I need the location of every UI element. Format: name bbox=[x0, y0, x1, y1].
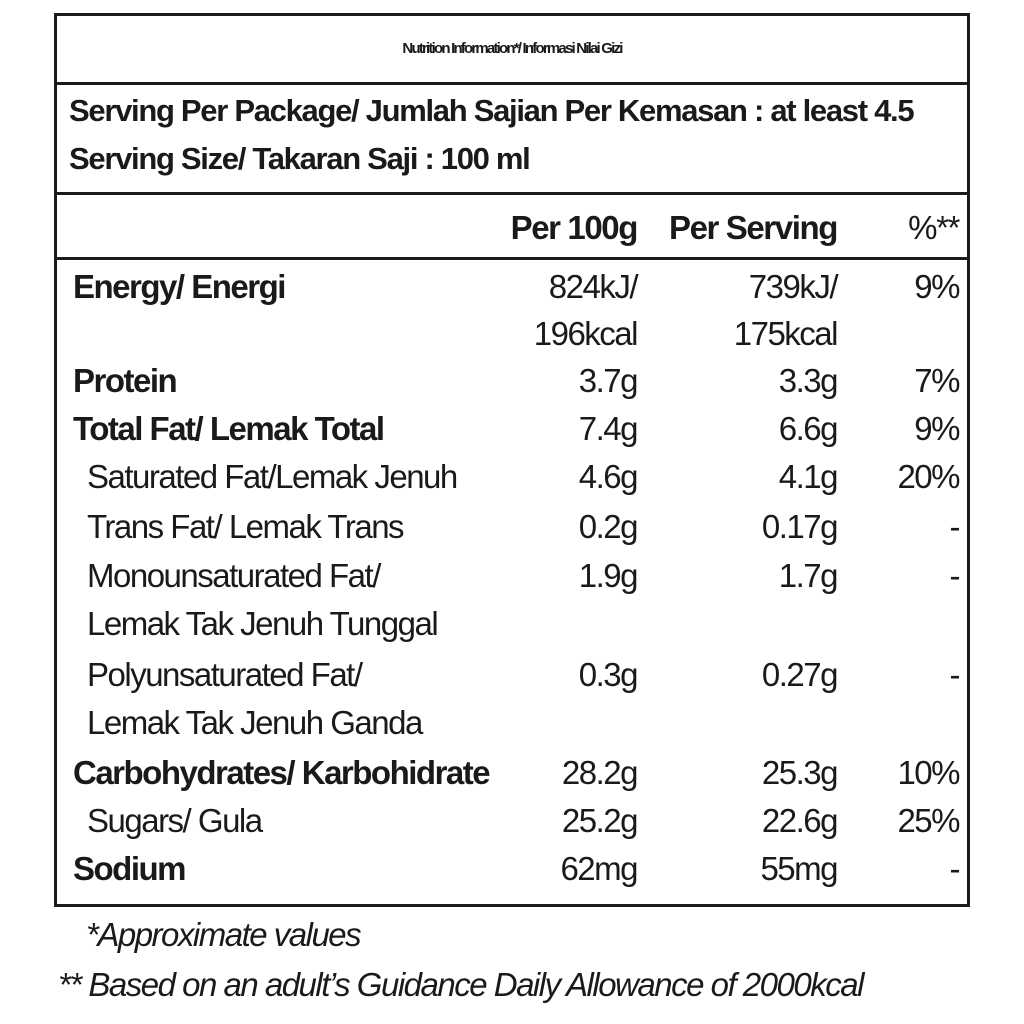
footnote-gda: ** Based on an adult’s Guidance Daily Al… bbox=[58, 966, 864, 1003]
footnote-approximate-values: *Approximate values bbox=[86, 916, 362, 953]
nutrient-label: Polyunsaturated Fat/ bbox=[87, 656, 363, 693]
value-percent: 25% bbox=[897, 802, 960, 839]
value-percent: - bbox=[949, 656, 961, 693]
value-per-100g: 7.4g bbox=[578, 410, 639, 447]
nutrient-label: Carbohydrates/ Karbohidrate bbox=[73, 754, 491, 791]
nutrient-label: Total Fat/ Lemak Total bbox=[73, 410, 385, 447]
nutrient-label-line2: Lemak Tak Jenuh Ganda bbox=[87, 704, 423, 741]
value-per-serving: 1.7g bbox=[778, 557, 839, 594]
column-header-per-100g: Per 100g bbox=[510, 209, 639, 246]
value-per-serving: 0.17g bbox=[761, 508, 839, 545]
nutrient-label: Protein bbox=[73, 362, 178, 399]
servings-per-package: Serving Per Package/ Jumlah Sajian Per K… bbox=[69, 93, 915, 128]
value-per-100g: 0.3g bbox=[578, 656, 639, 693]
value-per-serving-line2: 175kcal bbox=[733, 315, 839, 352]
value-percent: 9% bbox=[914, 410, 960, 447]
value-percent: - bbox=[949, 557, 961, 594]
value-per-serving: 4.1g bbox=[778, 458, 839, 495]
value-percent: 20% bbox=[897, 458, 960, 495]
value-per-100g: 1.9g bbox=[578, 557, 639, 594]
nutrient-label: Monounsaturated Fat/ bbox=[87, 557, 381, 594]
value-per-serving: 25.3g bbox=[761, 754, 839, 791]
nutrient-label: Saturated Fat/Lemak Jenuh bbox=[87, 458, 458, 495]
value-per-serving: 55mg bbox=[760, 850, 838, 887]
serving-size: Serving Size/ Takaran Saji : 100 ml bbox=[69, 141, 531, 176]
value-per-100g: 3.7g bbox=[578, 362, 639, 399]
value-per-serving: 0.27g bbox=[761, 656, 839, 693]
column-header-per-serving: Per Serving bbox=[668, 209, 838, 246]
value-percent: 10% bbox=[897, 754, 960, 791]
column-header-percent: %** bbox=[908, 209, 960, 246]
value-percent: 9% bbox=[914, 268, 960, 305]
serving-info: Serving Per Package/ Jumlah Sajian Per K… bbox=[57, 85, 967, 195]
nutrient-label: Sugars/ Gula bbox=[87, 802, 263, 839]
value-per-serving: 739kJ/ bbox=[748, 268, 839, 305]
value-per-serving: 3.3g bbox=[778, 362, 839, 399]
value-per-100g: 28.2g bbox=[561, 754, 639, 791]
value-per-serving: 6.6g bbox=[778, 410, 839, 447]
value-percent: - bbox=[949, 850, 961, 887]
value-per-100g: 824kJ/ bbox=[548, 268, 639, 305]
value-percent: - bbox=[949, 508, 961, 545]
nutrition-label: Nutrition Information*/ Informasi Nilai … bbox=[54, 13, 970, 907]
value-per-100g: 25.2g bbox=[561, 802, 639, 839]
value-per-100g: 62mg bbox=[560, 850, 638, 887]
nutrient-label: Energy/ Energi bbox=[73, 268, 286, 305]
nutrient-label-line2: Lemak Tak Jenuh Tunggal bbox=[87, 605, 439, 642]
label-title: Nutrition Information*/ Informasi Nilai … bbox=[57, 16, 967, 85]
value-per-100g-line2: 196kcal bbox=[533, 315, 639, 352]
value-percent: 7% bbox=[914, 362, 960, 399]
value-per-100g: 4.6g bbox=[578, 458, 639, 495]
column-header-row: Per 100g Per Serving %** bbox=[57, 195, 967, 260]
value-per-100g: 0.2g bbox=[578, 508, 639, 545]
nutrient-label: Sodium bbox=[73, 850, 187, 887]
nutrient-label: Trans Fat/ Lemak Trans bbox=[87, 508, 405, 545]
value-per-serving: 22.6g bbox=[761, 802, 839, 839]
